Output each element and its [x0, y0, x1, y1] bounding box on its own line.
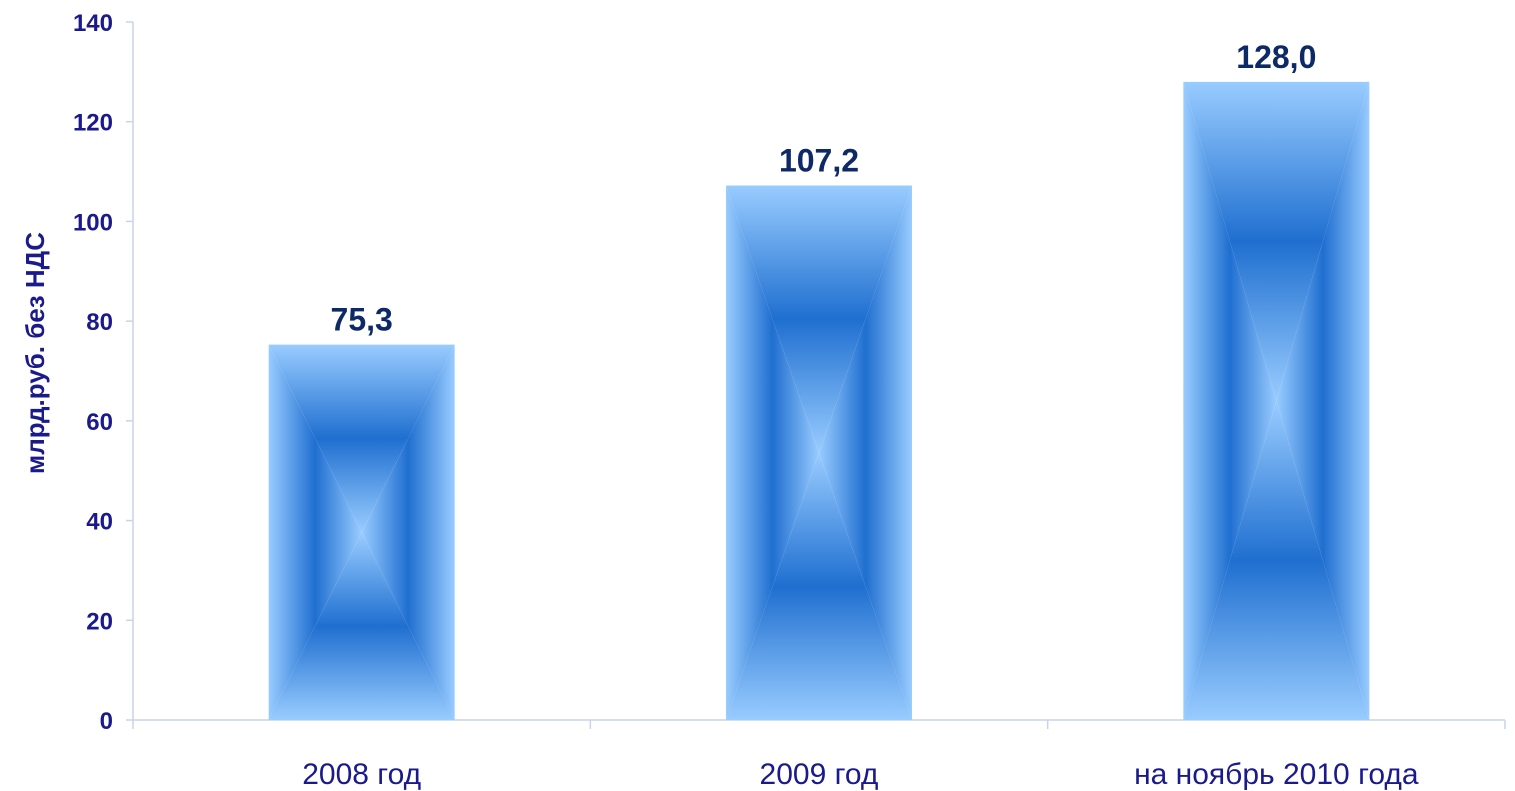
bar-facet-right	[361, 344, 455, 720]
x-tick-label: 2009 год	[760, 758, 879, 791]
y-axis-title-group: млрд.руб. без НДС	[20, 232, 50, 474]
bar-facet-top	[268, 344, 455, 533]
y-tick-label: 140	[73, 10, 113, 37]
bar-facet-right	[819, 185, 912, 720]
y-tick-label: 120	[73, 110, 113, 137]
bar-facet-left	[268, 344, 362, 720]
bar-facet-bottom	[726, 452, 912, 720]
y-tick-label: 0	[100, 708, 113, 735]
bar-facet-top	[1183, 81, 1370, 401]
bar	[268, 344, 455, 720]
bar-facet-bottom	[1183, 400, 1370, 720]
bar-value-label: 75,3	[331, 302, 393, 338]
y-ticks: 0 20 40 60 80 100 120 140	[73, 10, 133, 735]
y-tick-label: 100	[73, 209, 113, 236]
x-tick-label: 2008 год	[302, 758, 421, 791]
bar-facet-bottom	[268, 532, 455, 720]
bars	[268, 81, 1370, 721]
bar-facet-top	[726, 185, 912, 453]
bar-value-label: 107,2	[779, 143, 859, 179]
y-tick-label: 40	[86, 509, 113, 536]
bar-facet-left	[1183, 81, 1277, 721]
bar-value-label: 128,0	[1236, 39, 1316, 75]
bar	[1183, 81, 1370, 721]
x-tick-label: на ноябрь 2010 года	[1134, 758, 1419, 791]
bar-facet-right	[1276, 81, 1370, 721]
y-tick-label: 60	[86, 409, 113, 436]
bar-facet-left	[726, 185, 819, 720]
y-axis-title: млрд.руб. без НДС	[20, 232, 50, 474]
bar	[726, 185, 912, 720]
x-ticks: 2008 год 2009 год на ноябрь 2010 года	[132, 720, 1506, 791]
y-tick-label: 20	[86, 608, 113, 635]
y-tick-label: 80	[86, 309, 113, 336]
data-labels: 75,3 107,2 128,0	[331, 39, 1317, 338]
